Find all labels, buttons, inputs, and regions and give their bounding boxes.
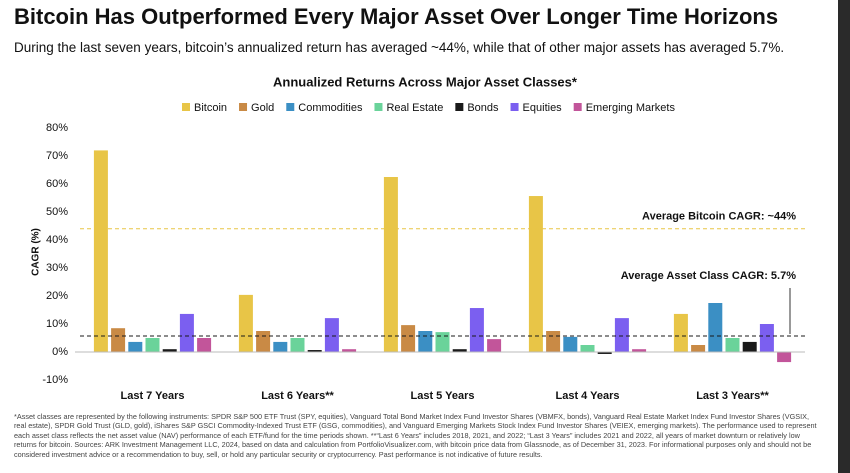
bar bbox=[759, 324, 774, 352]
legend-swatch bbox=[455, 103, 464, 111]
legend-label: Commodities bbox=[298, 102, 363, 114]
bar bbox=[597, 352, 612, 354]
subtitle: During the last seven years, bitcoin’s a… bbox=[14, 40, 785, 55]
y-tick-label: -10% bbox=[42, 374, 68, 386]
bar bbox=[528, 196, 543, 352]
legend-label: Equities bbox=[523, 102, 563, 114]
legend-swatch bbox=[239, 103, 248, 111]
bar bbox=[452, 349, 467, 352]
y-tick-label: 70% bbox=[46, 150, 68, 162]
legend-swatch bbox=[374, 103, 383, 111]
bar bbox=[614, 318, 629, 352]
bar bbox=[487, 339, 502, 352]
bar bbox=[273, 341, 288, 352]
x-tick-label: Last 7 Years bbox=[120, 390, 184, 402]
bar bbox=[290, 338, 305, 352]
bar bbox=[632, 349, 647, 352]
bar bbox=[435, 332, 450, 352]
bar bbox=[128, 341, 143, 352]
bar bbox=[401, 325, 416, 352]
bar bbox=[238, 294, 253, 352]
bar bbox=[418, 331, 433, 352]
footnote: *Asset classes are represented by the fo… bbox=[14, 412, 817, 459]
bar bbox=[145, 338, 160, 352]
bar bbox=[469, 308, 484, 352]
bar bbox=[725, 338, 740, 352]
bar bbox=[179, 313, 194, 352]
bar bbox=[383, 177, 398, 352]
bar bbox=[111, 328, 126, 352]
bar bbox=[742, 341, 757, 352]
bar bbox=[307, 350, 322, 352]
bar bbox=[197, 338, 212, 352]
bar bbox=[546, 331, 561, 352]
bar bbox=[342, 349, 357, 352]
y-axis-label: CAGR (%) bbox=[31, 228, 42, 276]
bar bbox=[708, 303, 723, 352]
y-tick-label: 60% bbox=[46, 178, 68, 190]
legend-swatch bbox=[510, 103, 519, 111]
bar bbox=[777, 352, 792, 363]
y-tick-label: 50% bbox=[46, 206, 68, 218]
legend-swatch bbox=[286, 103, 295, 111]
page-title: Bitcoin Has Outperformed Every Major Ass… bbox=[14, 4, 779, 29]
bar bbox=[563, 336, 578, 352]
chart-title: Annualized Returns Across Major Asset Cl… bbox=[273, 74, 578, 89]
x-tick-label: Last 5 Years bbox=[410, 390, 474, 402]
reference-label: Average Asset Class CAGR: 5.7% bbox=[621, 270, 796, 282]
bar bbox=[580, 345, 595, 352]
y-tick-label: 30% bbox=[46, 262, 68, 274]
legend-label: Real Estate bbox=[386, 102, 443, 114]
bar bbox=[673, 313, 688, 352]
bar bbox=[691, 345, 706, 352]
bar bbox=[93, 150, 108, 352]
legend-label: Emerging Markets bbox=[586, 102, 676, 114]
y-tick-label: 10% bbox=[46, 318, 68, 330]
bar bbox=[256, 331, 271, 352]
y-tick-label: 80% bbox=[46, 122, 68, 134]
bar bbox=[162, 349, 177, 352]
legend-label: Gold bbox=[251, 102, 274, 114]
legend-swatch bbox=[182, 103, 190, 111]
y-tick-label: 40% bbox=[46, 234, 68, 246]
legend-swatch bbox=[573, 103, 582, 111]
y-tick-label: 0% bbox=[52, 346, 68, 358]
y-tick-label: 20% bbox=[46, 290, 68, 302]
window-edge bbox=[838, 0, 850, 473]
legend-label: Bonds bbox=[467, 102, 499, 114]
reference-label: Average Bitcoin CAGR: ~44% bbox=[642, 211, 796, 223]
legend-label: Bitcoin bbox=[194, 102, 227, 114]
x-tick-label: Last 4 Years bbox=[555, 390, 619, 402]
chart: Annualized Returns Across Major Asset Cl… bbox=[31, 74, 805, 402]
bar bbox=[324, 318, 339, 352]
x-tick-label: Last 3 Years** bbox=[696, 390, 769, 402]
x-tick-label: Last 6 Years** bbox=[261, 390, 334, 402]
